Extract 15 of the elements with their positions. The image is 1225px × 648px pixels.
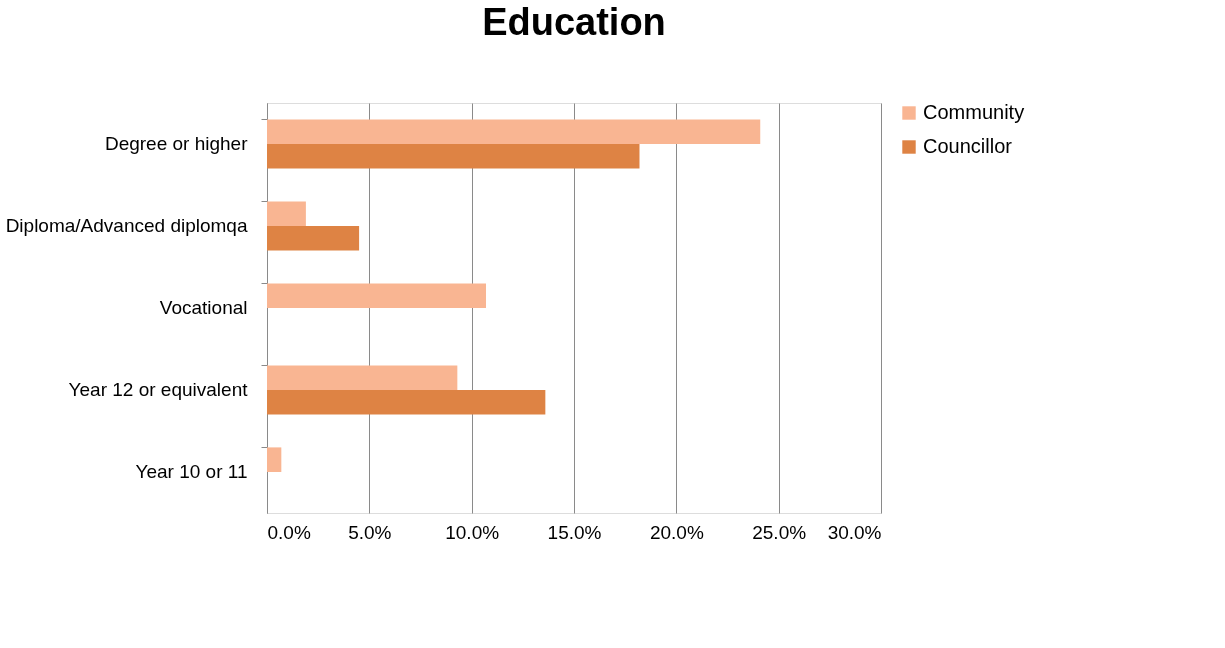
x-tick-label: 30.0% [827,521,882,543]
y-tick-label: Year 10 or 11 [135,461,248,482]
chart-title: Education [482,1,666,43]
x-tick-label: 20.0% [649,521,704,543]
legend-label: Councillor [923,135,1013,157]
y-tick-label: Degree or higher [104,133,249,154]
x-tick-label: 10.0% [445,521,500,543]
x-tick-label: 0.0% [267,521,311,543]
y-tick-label: Year 12 or equivalent [68,379,249,400]
legend-label: Community [923,101,1025,123]
y-tick-label: Diploma/Advanced diplomqa [5,215,248,236]
x-tick-label: 15.0% [547,521,602,543]
x-tick-label: 5.0% [348,521,392,543]
x-tick-label: 25.0% [752,521,807,543]
y-tick-label: Vocational [159,297,248,318]
